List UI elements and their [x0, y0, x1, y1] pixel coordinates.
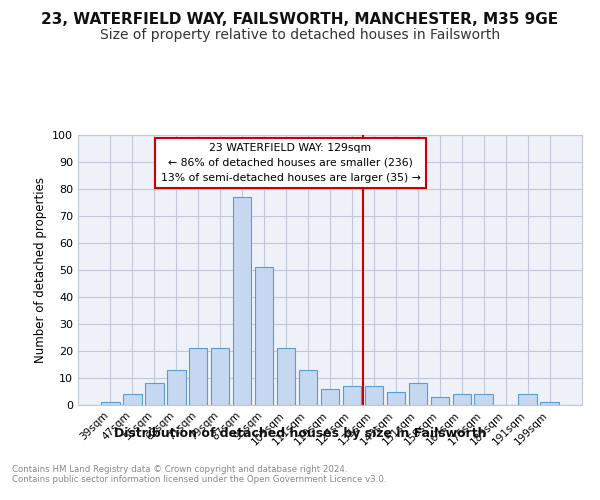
Bar: [365, 386, 383, 405]
Bar: [320, 389, 340, 405]
Bar: [233, 197, 251, 405]
Bar: [541, 402, 559, 405]
Bar: [299, 370, 317, 405]
Bar: [386, 392, 405, 405]
Bar: [123, 394, 142, 405]
Bar: [145, 384, 164, 405]
Bar: [189, 348, 208, 405]
Bar: [277, 348, 295, 405]
Bar: [452, 394, 471, 405]
Bar: [409, 384, 427, 405]
Bar: [211, 348, 229, 405]
Bar: [255, 268, 274, 405]
Bar: [101, 402, 119, 405]
Bar: [167, 370, 185, 405]
Bar: [343, 386, 361, 405]
Text: 23 WATERFIELD WAY: 129sqm
← 86% of detached houses are smaller (236)
13% of semi: 23 WATERFIELD WAY: 129sqm ← 86% of detac…: [161, 143, 421, 182]
Bar: [431, 397, 449, 405]
Text: 23, WATERFIELD WAY, FAILSWORTH, MANCHESTER, M35 9GE: 23, WATERFIELD WAY, FAILSWORTH, MANCHEST…: [41, 12, 559, 28]
Bar: [518, 394, 537, 405]
Text: Distribution of detached houses by size in Failsworth: Distribution of detached houses by size …: [114, 428, 486, 440]
Text: Contains HM Land Registry data © Crown copyright and database right 2024.
Contai: Contains HM Land Registry data © Crown c…: [12, 465, 386, 484]
Y-axis label: Number of detached properties: Number of detached properties: [34, 177, 47, 363]
Text: Size of property relative to detached houses in Failsworth: Size of property relative to detached ho…: [100, 28, 500, 42]
Bar: [475, 394, 493, 405]
